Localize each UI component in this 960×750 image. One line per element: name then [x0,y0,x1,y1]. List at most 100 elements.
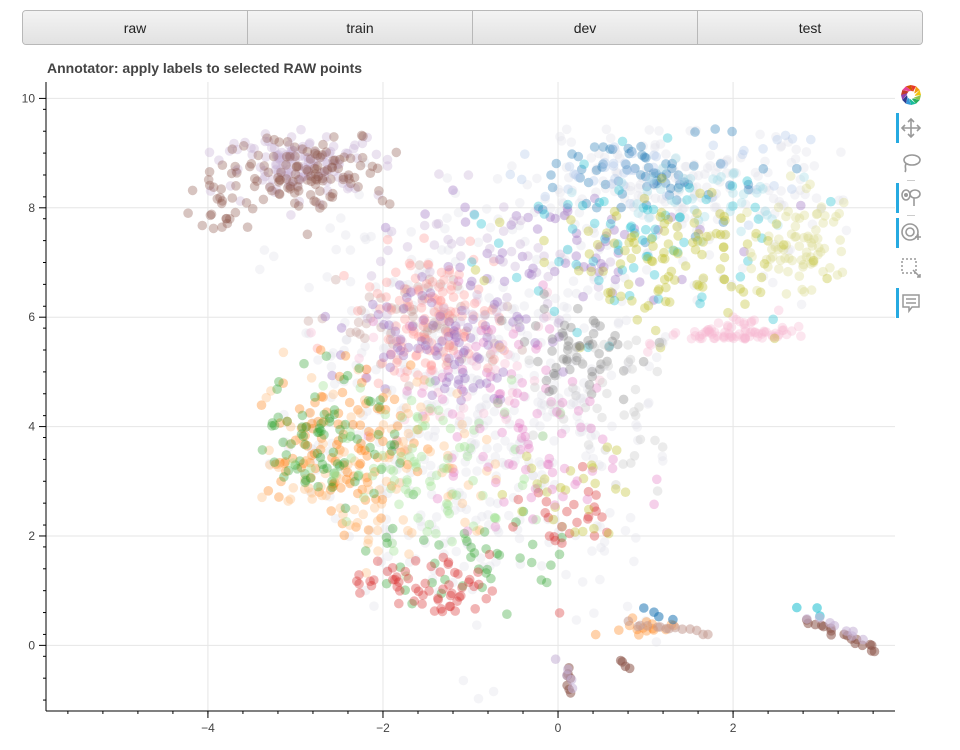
data-point[interactable] [506,442,517,453]
data-point[interactable] [618,459,628,469]
data-point[interactable] [771,219,782,229]
data-point[interactable] [278,378,289,389]
data-point[interactable] [283,168,294,178]
data-point[interactable] [336,483,346,493]
data-point[interactable] [411,367,421,378]
data-point[interactable] [411,350,422,361]
data-point[interactable] [765,254,776,264]
data-point[interactable] [511,517,521,527]
data-point[interactable] [337,178,348,188]
data-point[interactable] [582,494,593,505]
data-point[interactable] [526,463,537,474]
data-point[interactable] [567,187,577,198]
data-point[interactable] [492,548,502,559]
data-point[interactable] [673,231,683,241]
data-point[interactable] [656,179,666,189]
data-point[interactable] [781,240,792,250]
data-point[interactable] [611,167,621,177]
data-point[interactable] [274,137,284,147]
data-point[interactable] [254,264,265,275]
data-point[interactable] [313,171,324,182]
data-point[interactable] [546,560,556,570]
data-point[interactable] [553,317,564,328]
data-point[interactable] [354,353,364,364]
data-point[interactable] [627,148,638,159]
data-point[interactable] [583,440,594,450]
data-point[interactable] [463,480,474,490]
data-point[interactable] [557,521,568,532]
data-point[interactable] [227,144,238,154]
data-point[interactable] [439,538,449,549]
data-point[interactable] [258,175,268,185]
data-point[interactable] [674,174,684,185]
data-point[interactable] [367,161,378,172]
data-point[interactable] [342,172,353,182]
data-point[interactable] [674,213,684,224]
data-point[interactable] [727,181,738,191]
data-point[interactable] [552,407,562,417]
data-point[interactable] [493,214,504,224]
data-point[interactable] [767,214,777,224]
data-point[interactable] [601,124,612,135]
data-point[interactable] [605,219,616,229]
data-point[interactable] [644,125,655,135]
data-point[interactable] [772,134,782,145]
data-point[interactable] [335,374,346,385]
data-point[interactable] [813,249,823,260]
data-point[interactable] [641,153,651,163]
data-point[interactable] [825,263,835,273]
data-point[interactable] [726,322,737,332]
data-point[interactable] [592,403,602,414]
data-point[interactable] [492,498,503,509]
data-point[interactable] [462,391,472,402]
data-point[interactable] [799,232,809,243]
data-point[interactable] [385,199,395,209]
data-point[interactable] [587,339,598,350]
data-point[interactable] [663,214,673,225]
data-point[interactable] [613,176,624,186]
data-point[interactable] [602,527,612,538]
data-point[interactable] [447,409,458,419]
data-point[interactable] [404,488,414,499]
data-point[interactable] [322,158,333,169]
data-point[interactable] [495,316,505,326]
data-point[interactable] [485,222,496,233]
data-point[interactable] [208,182,219,192]
data-point[interactable] [442,506,453,516]
data-point[interactable] [430,525,441,535]
data-point[interactable] [329,405,340,415]
data-point[interactable] [776,186,786,196]
data-point[interactable] [466,445,477,455]
data-point[interactable] [794,271,805,282]
data-point[interactable] [731,168,741,178]
data-point[interactable] [417,599,427,609]
data-point[interactable] [285,184,295,194]
data-point[interactable] [776,142,786,152]
data-point[interactable] [455,316,466,327]
data-point[interactable] [249,181,260,192]
data-point[interactable] [524,358,535,369]
data-point[interactable] [285,153,295,164]
data-point[interactable] [458,675,469,686]
data-point[interactable] [598,159,608,169]
data-point[interactable] [433,218,444,229]
data-point[interactable] [543,514,553,525]
data-point[interactable] [401,403,412,413]
data-point[interactable] [405,432,415,442]
data-point[interactable] [438,463,449,473]
data-point[interactable] [589,271,599,282]
data-point[interactable] [301,421,312,432]
data-point[interactable] [697,292,707,302]
data-point[interactable] [755,181,765,192]
data-point[interactable] [680,161,691,172]
data-point[interactable] [484,352,494,363]
data-point[interactable] [697,329,707,340]
data-point[interactable] [230,207,241,218]
data-point[interactable] [563,341,573,351]
data-point[interactable] [659,247,669,258]
data-point[interactable] [417,315,428,326]
data-point[interactable] [499,409,510,419]
data-point[interactable] [407,286,418,296]
data-point[interactable] [559,463,570,474]
data-point[interactable] [429,307,440,317]
